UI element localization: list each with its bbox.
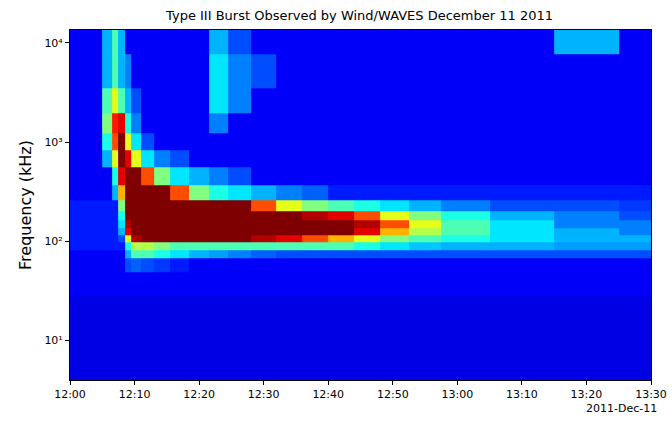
svg-text:13:10: 13:10 [506, 388, 538, 401]
svg-text:12:40: 12:40 [312, 388, 344, 401]
svg-text:12:10: 12:10 [119, 388, 151, 401]
svg-text:13:30: 13:30 [635, 388, 667, 401]
svg-text:12:20: 12:20 [183, 388, 215, 401]
svg-text:12:00: 12:00 [54, 388, 86, 401]
svg-text:10¹: 10¹ [44, 334, 62, 347]
svg-text:12:50: 12:50 [377, 388, 409, 401]
svg-text:13:00: 13:00 [441, 388, 473, 401]
svg-text:Frequency (kHz): Frequency (kHz) [16, 140, 35, 270]
svg-text:2011-Dec-11: 2011-Dec-11 [586, 402, 657, 415]
svg-text:10⁴: 10⁴ [44, 37, 63, 50]
svg-text:Type III Burst Observed by Win: Type III Burst Observed by Wind/WAVES De… [165, 8, 553, 23]
svg-text:10²: 10² [44, 235, 62, 248]
svg-text:10³: 10³ [44, 136, 62, 149]
svg-text:12:30: 12:30 [248, 388, 280, 401]
svg-text:13:20: 13:20 [571, 388, 603, 401]
